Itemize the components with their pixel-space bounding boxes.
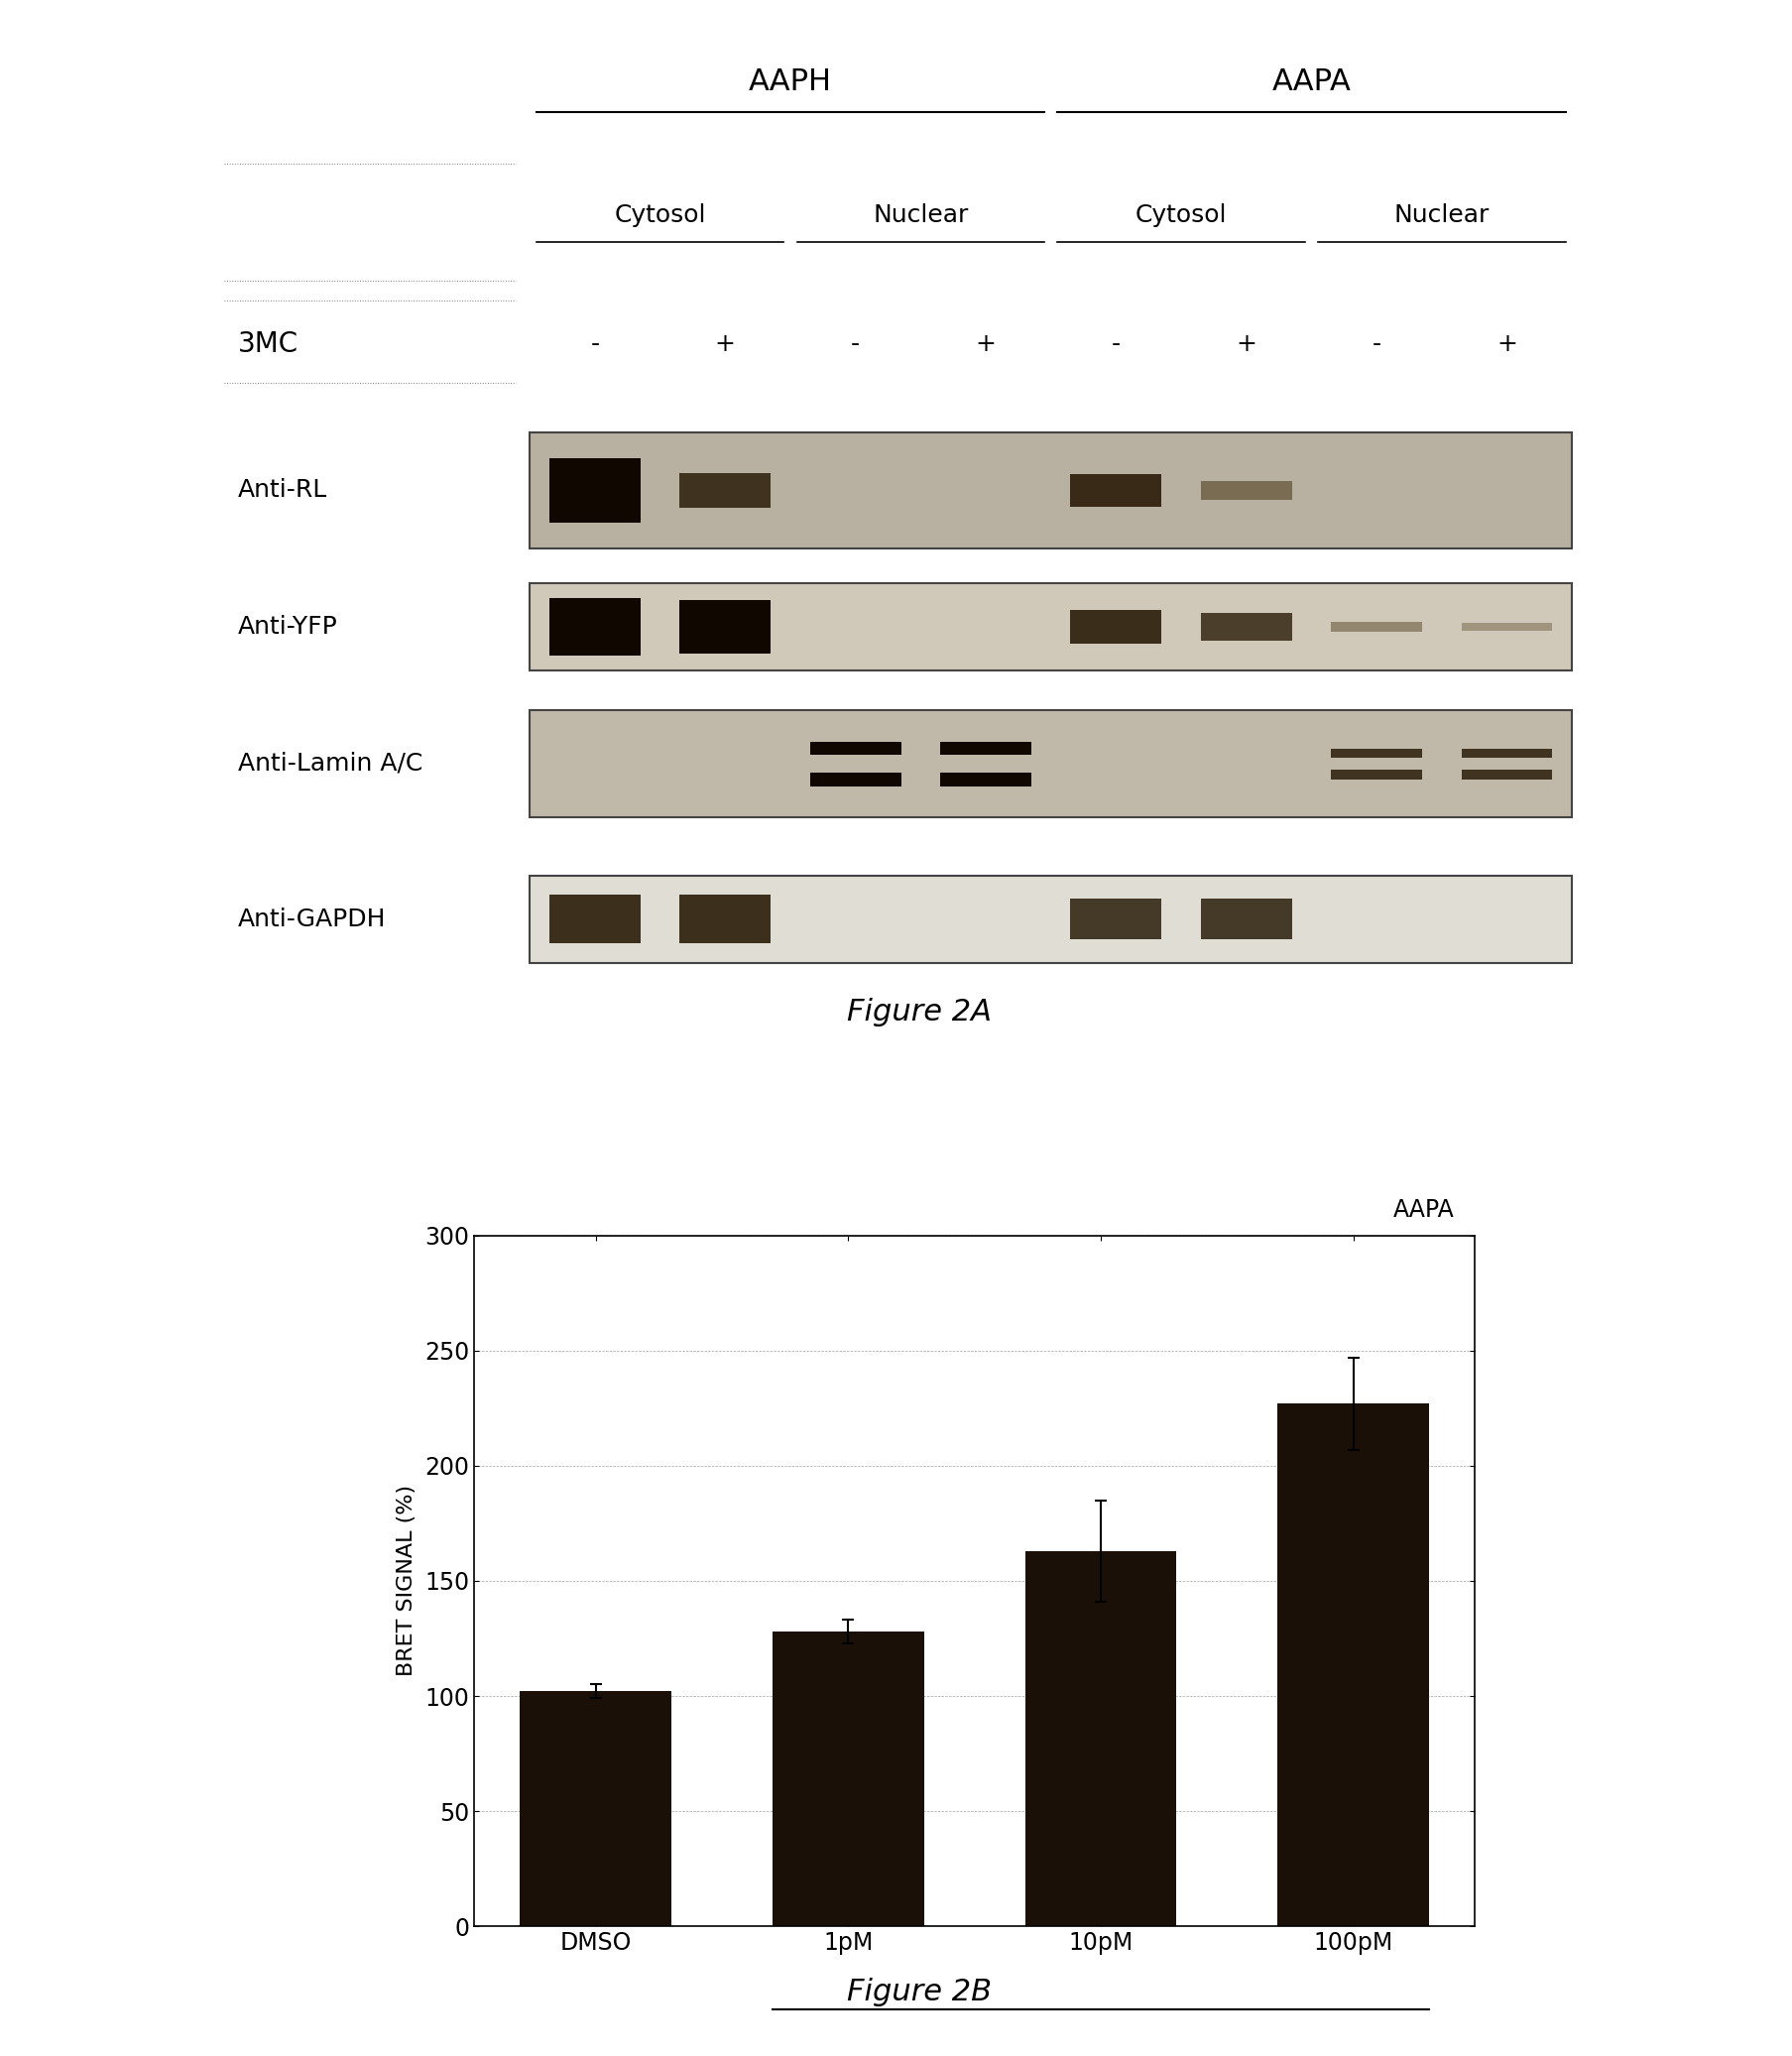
Bar bbox=[1201, 481, 1292, 500]
Bar bbox=[548, 894, 640, 944]
Bar bbox=[1201, 613, 1292, 641]
Text: -: - bbox=[851, 333, 860, 356]
Text: -: - bbox=[1111, 333, 1120, 356]
Bar bbox=[530, 876, 1572, 962]
Text: Anti-GAPDH: Anti-GAPDH bbox=[238, 907, 385, 931]
Text: Anti-RL: Anti-RL bbox=[238, 479, 328, 502]
Bar bbox=[1330, 748, 1421, 757]
Bar bbox=[530, 432, 1572, 549]
Bar bbox=[1070, 611, 1161, 644]
Text: Anti-Lamin A/C: Anti-Lamin A/C bbox=[238, 750, 423, 775]
Text: Nuclear: Nuclear bbox=[873, 204, 968, 228]
Text: -: - bbox=[1371, 333, 1380, 356]
Bar bbox=[548, 598, 640, 656]
Bar bbox=[1330, 621, 1421, 631]
Text: 3MC: 3MC bbox=[238, 331, 299, 358]
Bar bbox=[810, 773, 901, 785]
Bar bbox=[530, 584, 1572, 670]
Text: -: - bbox=[590, 333, 599, 356]
Bar bbox=[679, 473, 771, 508]
Text: +: + bbox=[715, 333, 735, 356]
Bar bbox=[939, 773, 1030, 785]
Bar bbox=[1460, 623, 1552, 631]
Text: Figure 2A: Figure 2A bbox=[846, 997, 991, 1026]
Bar bbox=[1070, 475, 1161, 506]
Text: AAPA: AAPA bbox=[1271, 68, 1351, 97]
Text: +: + bbox=[1496, 333, 1516, 356]
Bar bbox=[1070, 898, 1161, 940]
Text: Nuclear: Nuclear bbox=[1392, 204, 1489, 228]
Text: +: + bbox=[1235, 333, 1256, 356]
Text: Figure 2B: Figure 2B bbox=[846, 1978, 991, 2007]
Text: Anti-YFP: Anti-YFP bbox=[238, 615, 337, 639]
Bar bbox=[679, 894, 771, 944]
Bar bbox=[1330, 771, 1421, 779]
Text: AAPH: AAPH bbox=[749, 68, 831, 97]
Bar bbox=[530, 709, 1572, 816]
Text: Cytosol: Cytosol bbox=[615, 204, 706, 228]
Bar bbox=[548, 458, 640, 522]
Bar bbox=[679, 600, 771, 654]
Bar bbox=[810, 742, 901, 755]
Bar bbox=[939, 742, 1030, 755]
Text: +: + bbox=[975, 333, 996, 356]
Bar bbox=[1460, 748, 1552, 757]
Bar bbox=[1460, 771, 1552, 779]
Text: Cytosol: Cytosol bbox=[1134, 204, 1226, 228]
Bar bbox=[1201, 898, 1292, 940]
